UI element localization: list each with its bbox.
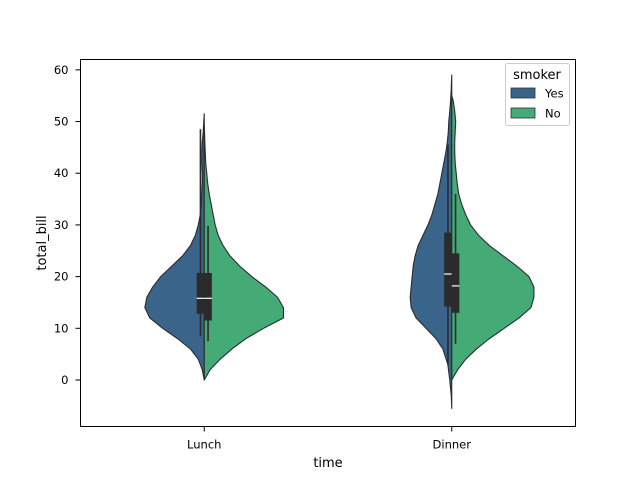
y-tick-label: 40 [54,166,69,180]
x-axis: Lunch Dinner [187,426,472,452]
box-no-lunch [204,272,212,321]
plot-frame [80,59,576,427]
y-axis-title: total_bill [35,215,50,270]
violin-yes-lunch [144,113,205,381]
legend-swatch-yes [510,87,536,99]
legend: smoker Yes No [505,63,570,126]
y-tick-label: 60 [54,63,69,77]
y-axis: 0 10 20 30 40 50 60 [54,63,81,387]
violins-layer [144,74,535,409]
y-tick-label: 50 [54,115,69,129]
box-no-dinner [451,253,460,313]
violin-no-lunch [203,126,284,381]
y-tick-label: 30 [54,218,69,232]
legend-label-yes: Yes [544,87,564,101]
x-tick-label-lunch: Lunch [187,438,221,452]
violin-yes-dinner [409,74,453,409]
legend-label-no: No [545,107,561,121]
x-axis-title: time [313,456,342,471]
box-yes-dinner [444,232,452,307]
y-tick-label: 0 [61,373,68,387]
boxes-layer [196,129,460,365]
y-tick-label: 10 [54,321,69,335]
legend-title: smoker [513,68,561,83]
box-yes-lunch [196,272,205,314]
legend-swatch-no [510,107,536,119]
x-tick-label-dinner: Dinner [433,438,472,452]
violin-no-dinner [451,95,535,381]
y-tick-label: 20 [54,270,69,284]
